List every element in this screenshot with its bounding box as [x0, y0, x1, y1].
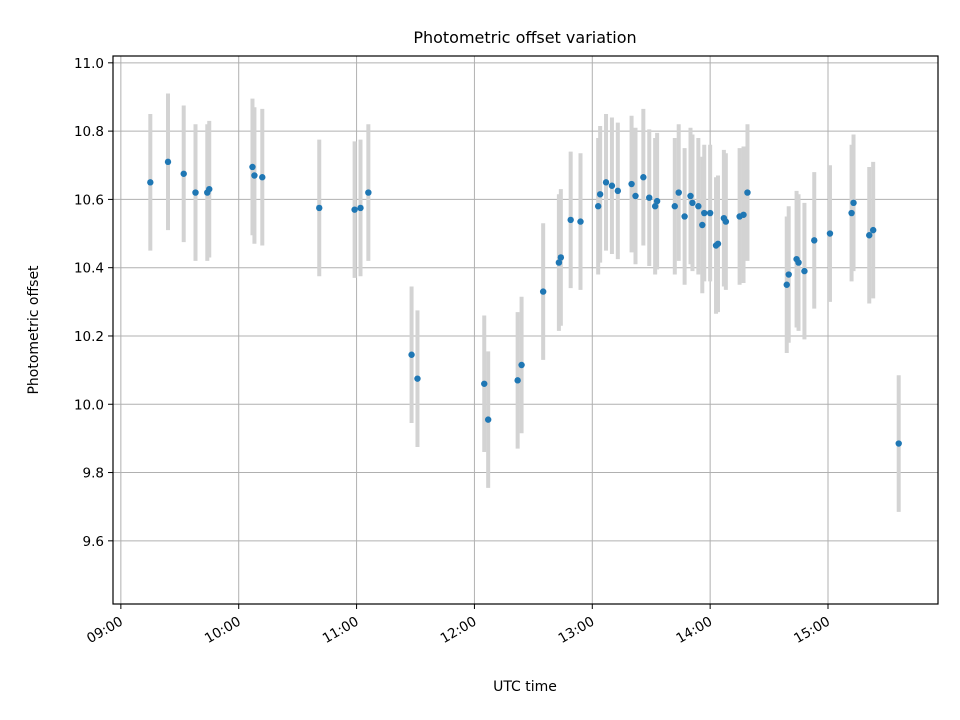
data-point [164, 158, 172, 166]
data-point [557, 254, 565, 261]
chart-title: Photometric offset variation [413, 28, 636, 47]
y-tick-label: 10.8 [74, 124, 104, 140]
data-point [801, 267, 808, 275]
data-point [351, 206, 358, 213]
data-point [651, 203, 659, 210]
data-point [785, 271, 792, 278]
y-tick-label: 10.4 [74, 261, 104, 277]
data-point [180, 170, 187, 177]
data-point [632, 192, 639, 200]
data-point [675, 189, 682, 196]
y-tick-label: 9.8 [83, 466, 104, 482]
data-point [567, 216, 574, 224]
data-point [744, 189, 751, 196]
data-point [701, 209, 708, 217]
data-point [850, 199, 857, 207]
data-point [687, 192, 694, 200]
y-tick-label: 11.0 [74, 56, 104, 72]
data-point [740, 211, 747, 218]
data-point [895, 440, 902, 447]
data-points [147, 158, 902, 447]
data-point [706, 209, 714, 217]
y-tick-label: 10.0 [74, 397, 104, 413]
data-point [594, 203, 602, 210]
data-point [783, 281, 790, 288]
data-point [249, 163, 256, 171]
data-point [192, 189, 199, 196]
data-point [518, 361, 525, 369]
data-point [811, 237, 818, 244]
data-point [695, 203, 702, 210]
y-tick-label: 10.2 [74, 329, 104, 345]
data-point [555, 259, 563, 266]
data-point [714, 240, 722, 247]
data-point [826, 230, 834, 237]
plot-frame [112, 55, 939, 605]
data-point [614, 187, 622, 195]
data-point [414, 375, 421, 382]
data-point [596, 191, 604, 198]
data-point [653, 197, 661, 205]
y-axis-label: Photometric offset [26, 265, 42, 395]
data-point [251, 172, 258, 179]
data-point [795, 259, 802, 266]
data-point [699, 221, 706, 229]
data-point [602, 179, 610, 186]
y-tick-label: 9.6 [83, 534, 104, 550]
y-tick-label: 10.6 [74, 192, 104, 208]
data-point [577, 218, 584, 225]
data-point [869, 226, 877, 234]
data-point [848, 209, 855, 217]
data-point [539, 288, 547, 295]
data-point [646, 194, 653, 201]
data-point [206, 185, 213, 193]
data-point [365, 189, 372, 196]
data-point [681, 213, 688, 220]
data-point [866, 232, 873, 239]
data-point [689, 199, 696, 207]
data-point [481, 380, 488, 387]
data-point [147, 179, 154, 186]
data-point [316, 204, 323, 212]
data-point [722, 218, 730, 225]
x-axis-label: UTC time [493, 679, 557, 695]
data-point [259, 174, 266, 181]
data-point [357, 204, 364, 212]
data-point [608, 182, 616, 189]
data-point [484, 416, 492, 423]
data-point [514, 377, 521, 384]
data-point [628, 180, 635, 188]
data-point [408, 351, 415, 358]
data-point [671, 203, 678, 210]
data-point [640, 174, 647, 181]
